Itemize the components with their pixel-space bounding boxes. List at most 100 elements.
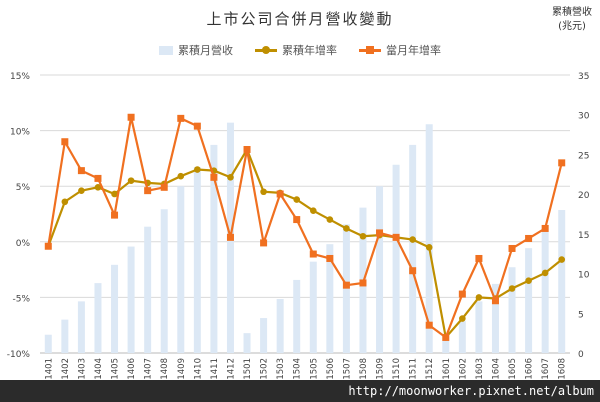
bar	[61, 319, 69, 353]
x-tick-label: 201501	[243, 358, 253, 390]
watermark-url: http://moonworker.pixnet.net/album	[0, 380, 600, 402]
point-monthly	[508, 244, 516, 252]
chart-title: 上市公司合併月營收變動	[206, 10, 394, 28]
point-cumulative	[111, 190, 118, 198]
x-tick-label: 201504	[293, 358, 303, 390]
point-monthly	[359, 279, 367, 287]
bar	[177, 186, 185, 353]
right-tick-label: 20	[578, 191, 590, 201]
point-cumulative	[558, 256, 566, 263]
left-tick-label: 5%	[16, 183, 31, 193]
point-cumulative	[227, 174, 234, 181]
bar	[326, 244, 334, 353]
bar	[525, 248, 533, 353]
point-monthly	[342, 281, 350, 289]
legend: 累積月營收 累積年增率 當月年增率	[0, 42, 600, 58]
x-tick-label: 201404	[94, 358, 104, 390]
right-tick-label: 35	[578, 72, 589, 82]
point-cumulative	[326, 216, 334, 223]
point-monthly	[558, 159, 566, 167]
x-tick-label: 201408	[160, 358, 170, 390]
point-monthly	[160, 183, 168, 191]
point-monthly	[425, 321, 433, 329]
x-tick-label: 201407	[144, 358, 154, 390]
x-tick-label: 201502	[260, 358, 270, 390]
x-tick-label: 201607	[541, 358, 551, 390]
x-tick-label: 201403	[77, 358, 87, 390]
x-tick-label: 201508	[359, 358, 369, 390]
bar	[160, 209, 168, 353]
x-tick-label: 201511	[409, 358, 419, 390]
point-cumulative	[177, 172, 185, 180]
bar	[392, 164, 400, 353]
x-tick-label: 201406	[127, 358, 137, 390]
x-tick-label: 201410	[193, 358, 203, 390]
x-tick-label: 201503	[276, 358, 286, 390]
x-tick-label: 201409	[177, 358, 187, 390]
point-cumulative	[309, 207, 317, 214]
x-tick-label: 201412	[226, 358, 236, 390]
point-monthly	[409, 267, 417, 275]
point-monthly	[127, 113, 135, 121]
point-monthly	[243, 146, 251, 154]
left-tick-label: 0%	[16, 239, 31, 249]
point-cumulative	[78, 187, 85, 194]
point-cumulative	[359, 232, 367, 240]
point-cumulative	[425, 244, 433, 251]
bar	[111, 264, 119, 353]
x-tick-label: 201512	[425, 358, 435, 390]
x-tick-label: 201510	[392, 358, 402, 390]
right-tick-label: 0	[578, 350, 584, 360]
bar	[243, 333, 251, 353]
bar	[210, 144, 218, 353]
point-monthly	[193, 122, 201, 130]
bar	[376, 186, 384, 353]
point-cumulative	[343, 225, 350, 232]
right-tick-label: 15	[578, 231, 589, 241]
point-monthly	[144, 187, 152, 195]
point-cumulative	[508, 285, 516, 292]
line-cumulative	[47, 147, 563, 340]
bar	[94, 283, 102, 353]
bar	[293, 279, 301, 353]
x-tick-label: 201411	[210, 358, 220, 390]
right-tick-label: 10	[578, 271, 590, 281]
point-monthly	[61, 138, 69, 146]
legend-item-monthly: 當月年增率	[359, 42, 441, 58]
bar	[425, 124, 433, 353]
bar	[260, 318, 268, 353]
right-tick-label: 25	[578, 151, 589, 161]
right-tick-label: 5	[578, 310, 584, 320]
point-cumulative	[260, 188, 267, 196]
bar	[44, 334, 52, 353]
bar	[193, 167, 201, 353]
point-cumulative	[194, 166, 201, 173]
point-monthly	[326, 254, 334, 262]
point-cumulative	[409, 236, 416, 243]
point-monthly	[260, 239, 268, 247]
x-tick-label: 201505	[309, 358, 319, 390]
legend-label: 累積月營收	[178, 44, 233, 57]
left-tick-label: 15%	[10, 72, 30, 82]
x-tick-label: 201509	[376, 358, 386, 390]
bar	[409, 144, 417, 353]
point-cumulative	[61, 198, 69, 206]
x-tick-label: 201507	[342, 358, 352, 390]
x-tick-label: 201603	[475, 358, 485, 390]
point-monthly	[376, 229, 384, 237]
point-monthly	[44, 242, 52, 250]
point-cumulative	[475, 294, 483, 301]
bar	[309, 261, 317, 353]
x-tick-label: 201401	[44, 358, 54, 390]
legend-label: 累積年增率	[282, 44, 337, 57]
legend-swatch-bar	[159, 45, 173, 55]
point-monthly	[458, 290, 466, 298]
point-cumulative	[94, 184, 102, 191]
bar	[491, 283, 499, 353]
point-cumulative	[459, 315, 466, 322]
legend-item-cumulative: 累積年增率	[255, 42, 337, 58]
point-cumulative	[293, 196, 301, 203]
bar	[442, 340, 450, 353]
x-tick-label: 201608	[558, 358, 568, 390]
